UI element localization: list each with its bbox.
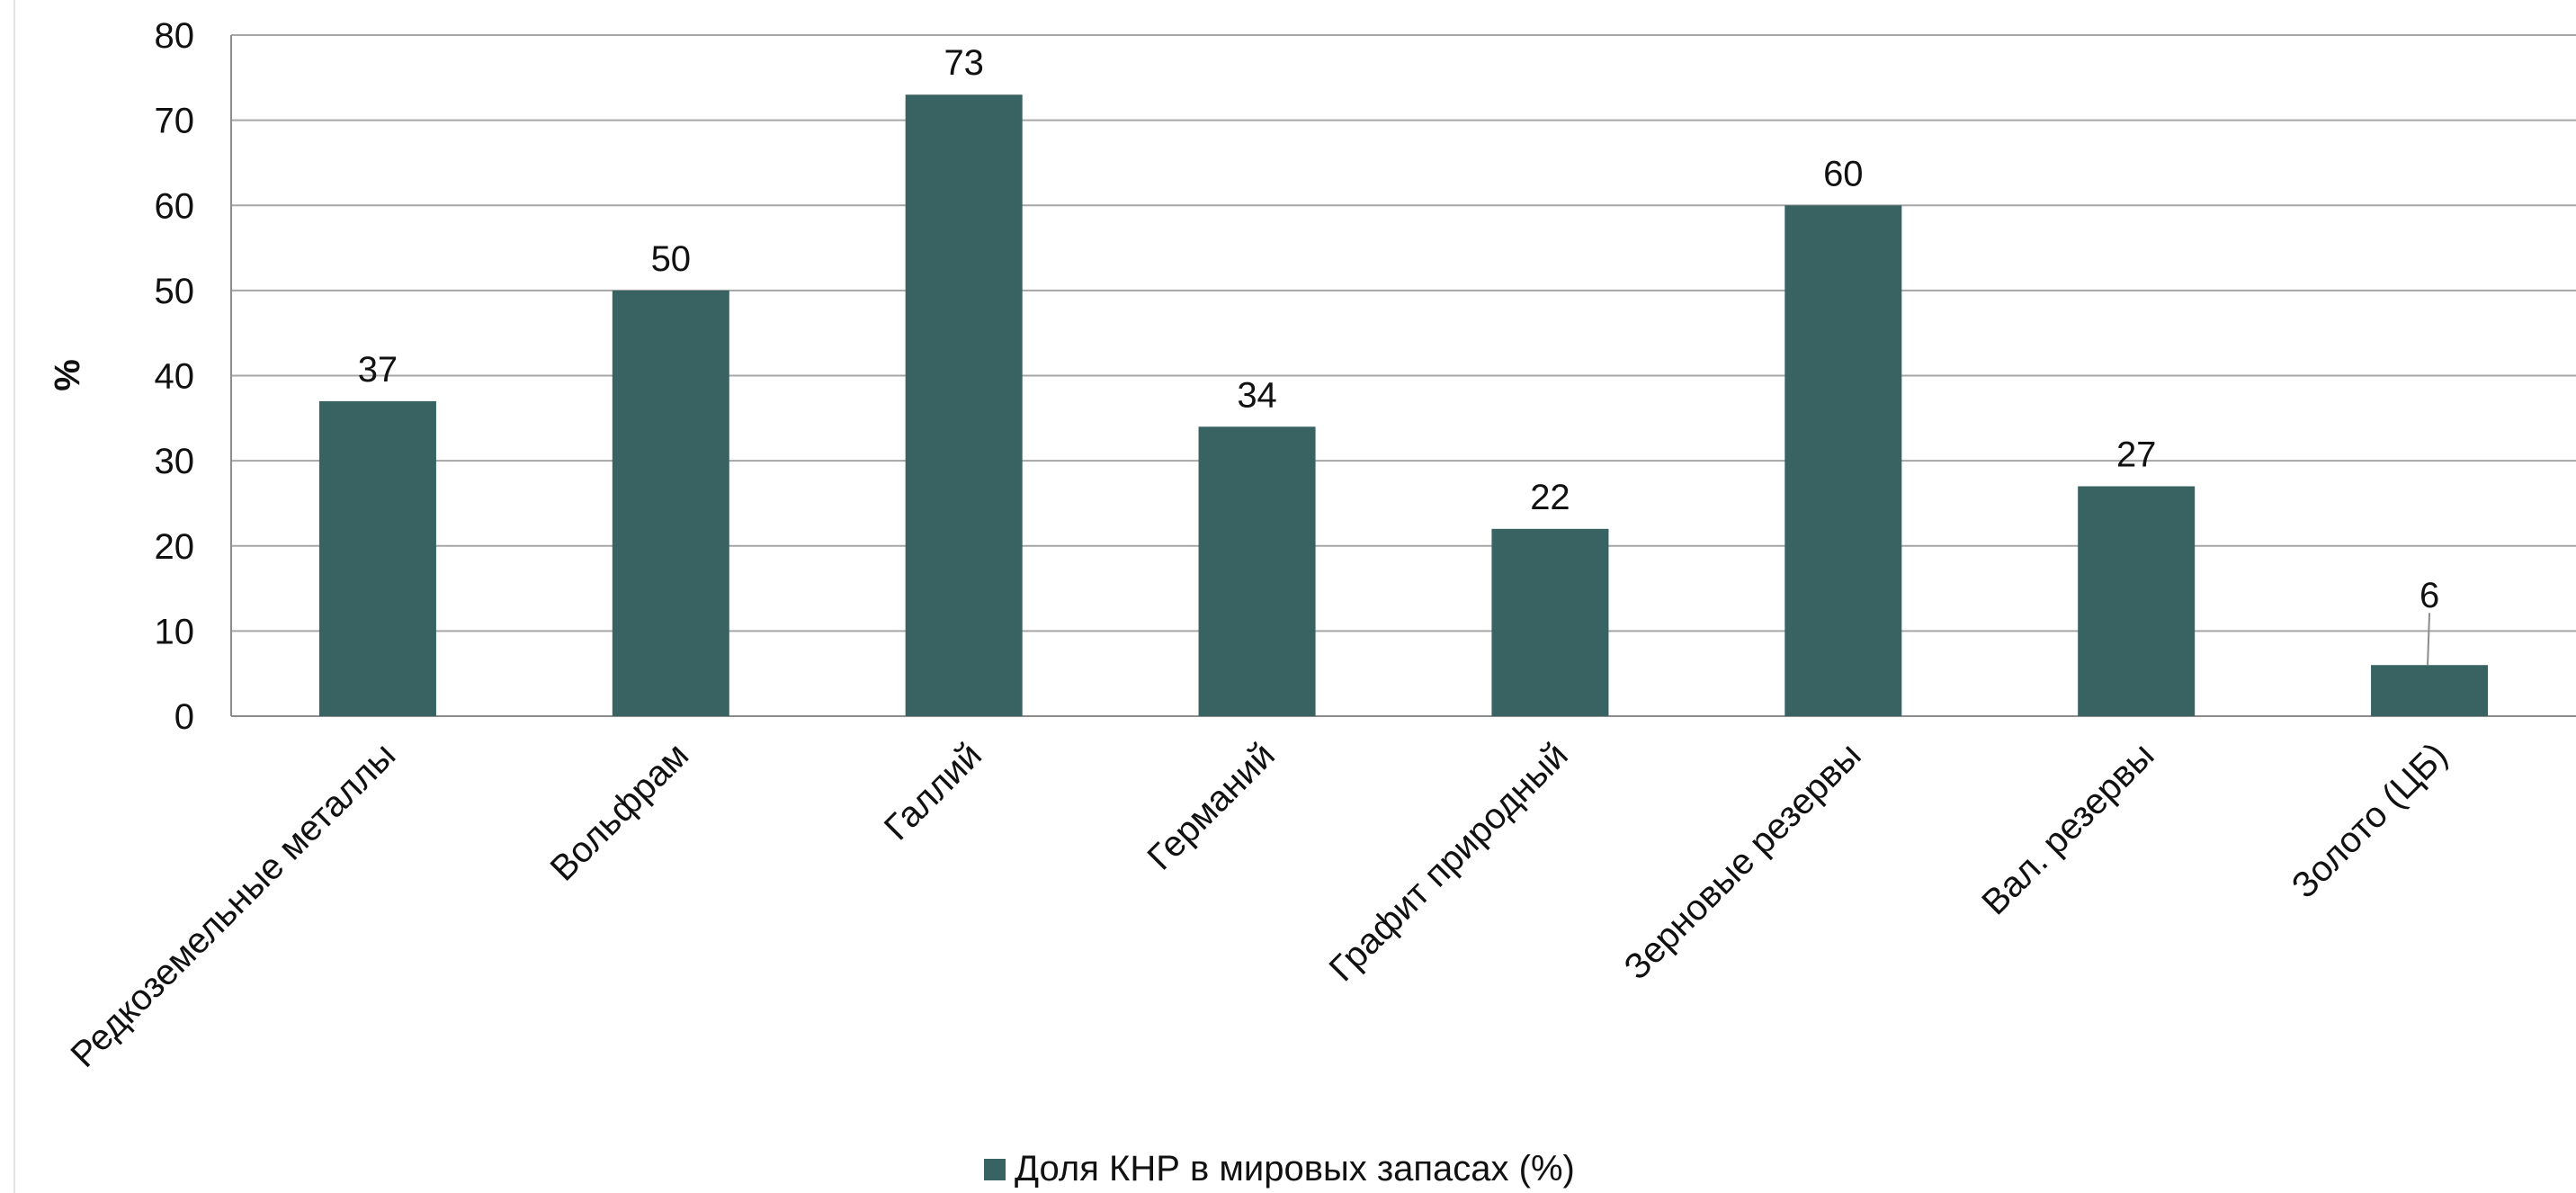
- legend: Доля КНР в мировых запасах (%): [984, 1149, 1575, 1189]
- y-tick-label: 30: [155, 442, 195, 481]
- x-tick-label: Редкоземельные металлы: [64, 735, 404, 1075]
- left-border-line: [13, 0, 15, 1193]
- bar: [1784, 205, 1902, 716]
- x-tick-label: Золото (ЦБ): [2285, 735, 2455, 906]
- data-label: 22: [1530, 478, 1570, 517]
- y-tick-label: 60: [155, 186, 195, 226]
- data-label: 37: [358, 350, 398, 390]
- x-tick-labels: Редкоземельные металлы Вольфрам Галлий Герм…: [64, 735, 2455, 1075]
- data-label-leader-line: [2427, 613, 2431, 666]
- y-tick-label: 20: [155, 527, 195, 567]
- bar: [612, 290, 729, 716]
- bar: [2371, 665, 2489, 716]
- data-labels: 37 50 73 34 22 60 27 6: [358, 43, 2439, 666]
- y-tick-label: 40: [155, 357, 195, 397]
- bar: [1491, 528, 1609, 716]
- x-tick-label: Галлий: [877, 735, 989, 848]
- legend-swatch: [984, 1159, 1006, 1180]
- x-tick-label: Германий: [1140, 735, 1283, 877]
- y-tick-label: 50: [155, 272, 195, 311]
- y-tick-labels: 0 10 20 30 40 50 60 70 80: [155, 16, 195, 737]
- x-tick-label: Графит природный: [1322, 735, 1576, 989]
- data-label: 50: [651, 239, 692, 279]
- y-tick-label: 10: [155, 612, 195, 651]
- data-label: 60: [1823, 154, 1864, 193]
- x-tick-label: Вал. резервы: [1974, 735, 2161, 922]
- bar: [2078, 486, 2196, 716]
- y-tick-label: 80: [155, 16, 195, 56]
- data-label: 6: [2419, 576, 2439, 615]
- data-label: 34: [1237, 375, 1277, 415]
- y-tick-label: 0: [174, 697, 194, 737]
- data-label: 73: [944, 43, 984, 83]
- bar: [1198, 426, 1316, 716]
- legend-series-name: Доля КНР в мировых запасах (%): [1015, 1149, 1575, 1189]
- x-tick-label: Вольфрам: [543, 735, 697, 889]
- y-axis-label: %: [48, 359, 87, 391]
- data-label: 27: [2116, 435, 2157, 475]
- x-tick-label: Зерновые резервы: [1616, 735, 1868, 987]
- bars: [318, 94, 2489, 717]
- gridlines: [230, 34, 2576, 717]
- bar: [318, 400, 436, 716]
- y-tick-label: 70: [155, 102, 195, 141]
- bar: [905, 94, 1023, 717]
